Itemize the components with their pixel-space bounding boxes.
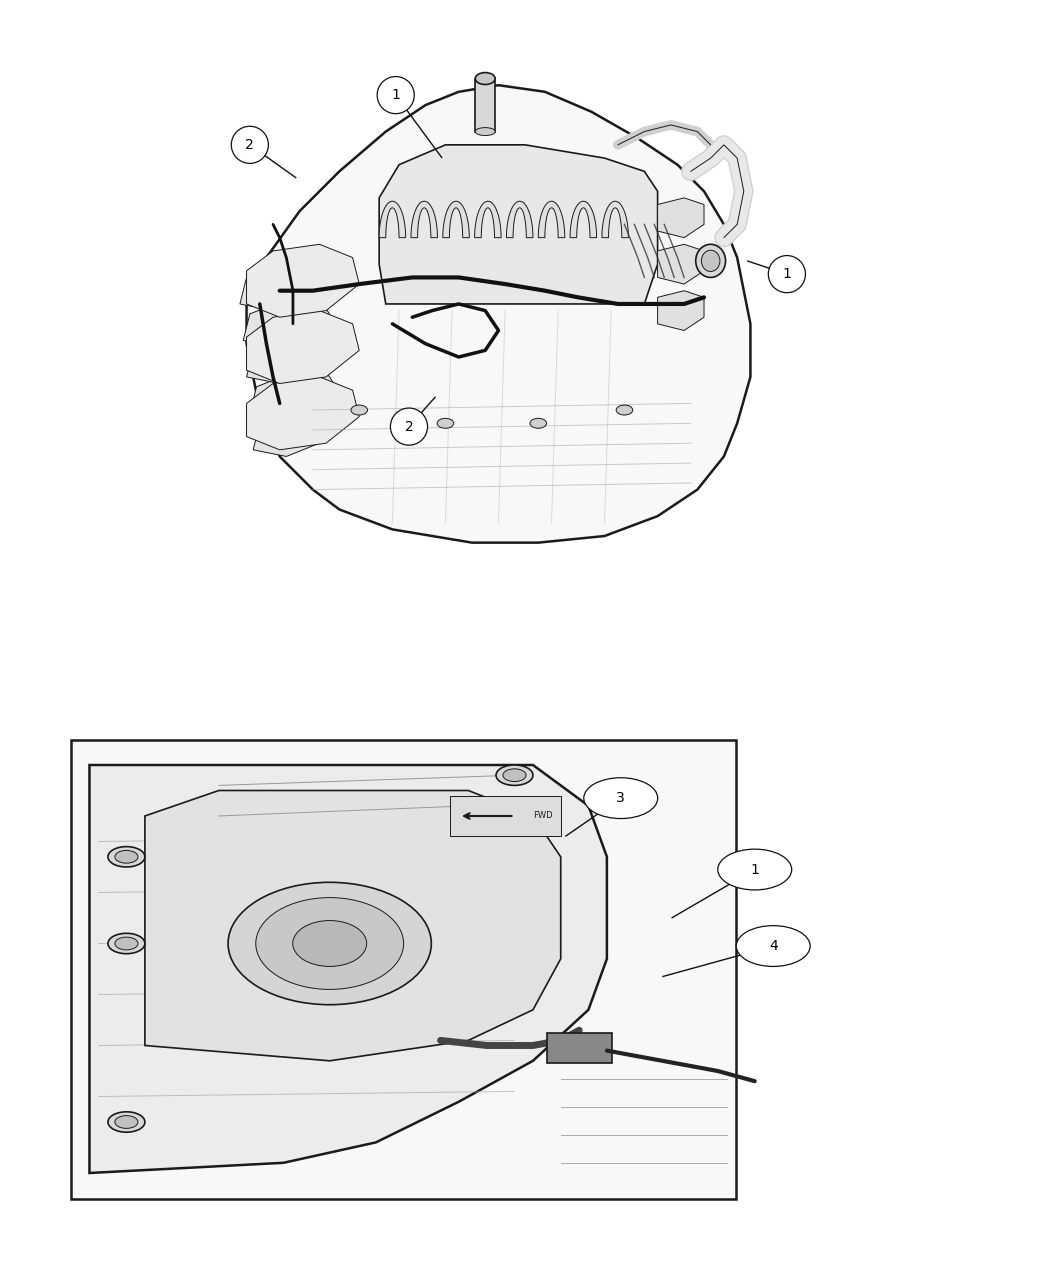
Ellipse shape	[476, 128, 496, 135]
Polygon shape	[244, 295, 330, 347]
Text: 1: 1	[751, 863, 759, 876]
Circle shape	[231, 126, 269, 163]
Polygon shape	[602, 201, 629, 237]
Circle shape	[718, 849, 792, 890]
Polygon shape	[476, 79, 496, 131]
Polygon shape	[379, 145, 657, 303]
Ellipse shape	[114, 1116, 138, 1128]
Ellipse shape	[696, 245, 726, 278]
Polygon shape	[145, 790, 561, 1061]
Polygon shape	[247, 330, 333, 384]
Text: 4: 4	[769, 940, 778, 952]
Polygon shape	[570, 201, 596, 237]
Ellipse shape	[530, 418, 547, 428]
Polygon shape	[657, 291, 704, 330]
Text: 2: 2	[246, 138, 254, 152]
Polygon shape	[250, 367, 336, 419]
Ellipse shape	[496, 765, 533, 785]
Text: 1: 1	[782, 268, 792, 280]
Ellipse shape	[108, 933, 145, 954]
FancyBboxPatch shape	[547, 1033, 611, 1063]
Polygon shape	[247, 311, 359, 384]
Polygon shape	[239, 258, 327, 311]
Polygon shape	[247, 85, 751, 543]
Text: 2: 2	[404, 419, 414, 434]
Ellipse shape	[616, 405, 633, 416]
Text: 1: 1	[392, 88, 400, 102]
Polygon shape	[506, 201, 533, 237]
Polygon shape	[89, 765, 607, 1173]
Polygon shape	[475, 201, 501, 237]
Ellipse shape	[108, 847, 145, 867]
FancyBboxPatch shape	[449, 796, 561, 836]
Polygon shape	[247, 245, 359, 317]
Text: 3: 3	[616, 792, 625, 805]
Circle shape	[391, 408, 427, 445]
Text: FWD: FWD	[533, 811, 552, 821]
Polygon shape	[443, 201, 469, 237]
Ellipse shape	[503, 769, 526, 782]
Ellipse shape	[476, 73, 496, 84]
FancyBboxPatch shape	[71, 740, 736, 1198]
Circle shape	[584, 778, 657, 819]
Ellipse shape	[256, 898, 403, 989]
Circle shape	[377, 76, 415, 113]
Ellipse shape	[437, 418, 454, 428]
Ellipse shape	[228, 882, 432, 1005]
Polygon shape	[657, 198, 704, 237]
Ellipse shape	[293, 921, 366, 966]
Polygon shape	[379, 201, 405, 237]
Polygon shape	[657, 245, 704, 284]
Polygon shape	[411, 201, 438, 237]
Ellipse shape	[701, 250, 720, 272]
Ellipse shape	[108, 1112, 145, 1132]
Ellipse shape	[351, 405, 368, 416]
Circle shape	[736, 926, 811, 966]
Polygon shape	[539, 201, 565, 237]
Ellipse shape	[114, 937, 138, 950]
Polygon shape	[247, 377, 359, 450]
Ellipse shape	[114, 850, 138, 863]
Polygon shape	[253, 403, 339, 456]
Circle shape	[769, 255, 805, 293]
